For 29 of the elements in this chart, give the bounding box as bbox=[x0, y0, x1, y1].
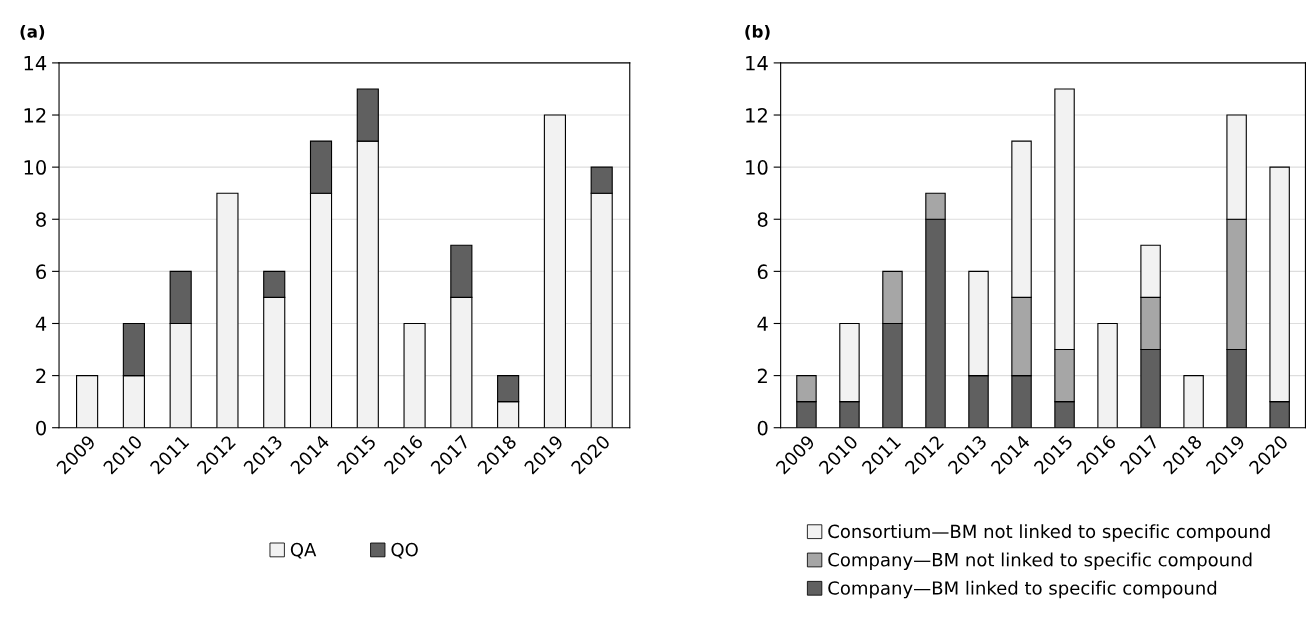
y-tick-label: 12 bbox=[24, 107, 46, 123]
y-tick-label: 14 bbox=[24, 56, 47, 71]
y-tick-label: 10 bbox=[746, 160, 768, 175]
bar bbox=[543, 114, 566, 428]
bar bbox=[403, 322, 426, 428]
legend-label: Company—BM not linked to specific compound bbox=[828, 552, 1252, 571]
y-tick-label: 2 bbox=[36, 368, 46, 383]
legend-label: Company—BM linked to specific compound bbox=[828, 580, 1217, 599]
chart-title: (a) bbox=[20, 24, 45, 40]
chart-title: (b) bbox=[745, 24, 770, 40]
legend-label: QA bbox=[290, 542, 317, 559]
bar bbox=[76, 375, 99, 428]
legend-label: Consortium—BM not linked to specific compound bbox=[828, 524, 1270, 542]
bar bbox=[1097, 322, 1118, 428]
bar bbox=[216, 192, 239, 428]
y-tick-label: 4 bbox=[757, 316, 768, 331]
y-tick-label: 2 bbox=[757, 368, 767, 383]
y-tick-label: 4 bbox=[35, 316, 47, 331]
y-tick-label: 8 bbox=[36, 212, 46, 227]
y-tick-label: 6 bbox=[36, 264, 47, 280]
y-tick-label: 6 bbox=[757, 264, 768, 280]
y-tick-label: 10 bbox=[24, 160, 46, 175]
y-tick-label: 14 bbox=[746, 56, 768, 71]
y-tick-label: 0 bbox=[757, 420, 768, 436]
bar bbox=[1183, 375, 1204, 428]
y-tick-label: 8 bbox=[757, 212, 768, 227]
legend-label: QO bbox=[391, 542, 418, 559]
y-tick-label: 0 bbox=[36, 420, 46, 436]
y-tick-label: 12 bbox=[746, 107, 767, 123]
